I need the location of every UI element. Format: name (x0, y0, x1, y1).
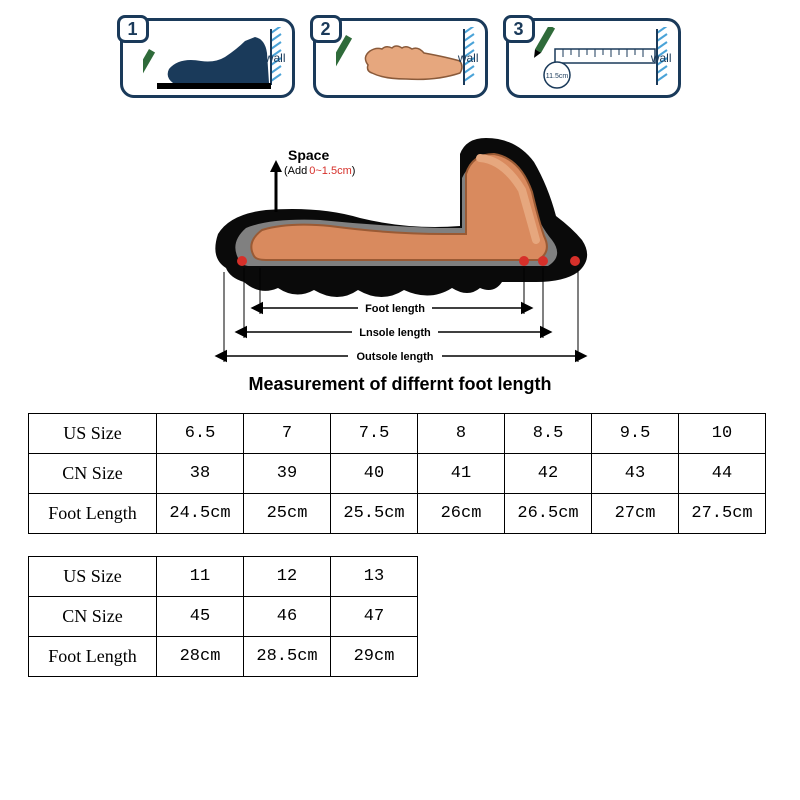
size-cell: 11 (157, 557, 244, 597)
svg-text:Space: Space (288, 147, 329, 163)
size-cell: 38 (157, 454, 244, 494)
size-cell: 28.5cm (244, 637, 331, 677)
size-table-2: US Size111213 CN Size454647 Foot Length28c… (28, 556, 418, 677)
size-cell: 25.5cm (331, 494, 418, 534)
size-cell: 28cm (157, 637, 244, 677)
size-cell: 10 (679, 414, 766, 454)
row-header: CN Size (29, 597, 157, 637)
size-cell: 26.5cm (505, 494, 592, 534)
wall-label: wall (458, 51, 479, 65)
size-cell: 24.5cm (157, 494, 244, 534)
size-cell: 44 (679, 454, 766, 494)
size-cell: 9.5 (592, 414, 679, 454)
size-cell: 43 (592, 454, 679, 494)
size-cell: 27.5cm (679, 494, 766, 534)
size-cell: 7.5 (331, 414, 418, 454)
measurement-steps: 1 (0, 18, 800, 98)
size-cell: 6.5 (157, 414, 244, 454)
svg-text:Foot length: Foot length (365, 303, 425, 315)
wall-label: wall (265, 51, 286, 65)
size-cell: 40 (331, 454, 418, 494)
step-2-box: 2 (313, 18, 488, 98)
size-table-1: US Size6.577.588.59.510 CN Size3839404142… (28, 413, 766, 534)
wall-label: wall (651, 51, 672, 65)
size-cell: 8 (418, 414, 505, 454)
row-header: Foot Length (29, 494, 157, 534)
svg-text:11.5cm: 11.5cm (545, 73, 568, 80)
row-header: CN Size (29, 454, 157, 494)
size-cell: 41 (418, 454, 505, 494)
size-cell: 29cm (331, 637, 418, 677)
size-cell: 39 (244, 454, 331, 494)
svg-text:(Add0~1.5cm): (Add0~1.5cm) (284, 165, 355, 177)
size-cell: 8.5 (505, 414, 592, 454)
size-cell: 7 (244, 414, 331, 454)
row-header: US Size (29, 557, 157, 597)
size-cell: 25cm (244, 494, 331, 534)
size-cell: 27cm (592, 494, 679, 534)
size-cell: 45 (157, 597, 244, 637)
row-header: Foot Length (29, 637, 157, 677)
size-cell: 47 (331, 597, 418, 637)
svg-text:Lnsole length: Lnsole length (359, 327, 431, 339)
shoe-diagram: Space (Add0~1.5cm) Foot length (0, 118, 800, 368)
svg-text:Outsole length: Outsole length (357, 351, 434, 363)
size-cell: 12 (244, 557, 331, 597)
size-cell: 42 (505, 454, 592, 494)
size-cell: 13 (331, 557, 418, 597)
step-3-box: 3 (506, 18, 681, 98)
row-header: US Size (29, 414, 157, 454)
step-1-box: 1 (120, 18, 295, 98)
size-cell: 26cm (418, 494, 505, 534)
diagram-title: Measurement of differnt foot length (0, 374, 800, 395)
size-cell: 46 (244, 597, 331, 637)
